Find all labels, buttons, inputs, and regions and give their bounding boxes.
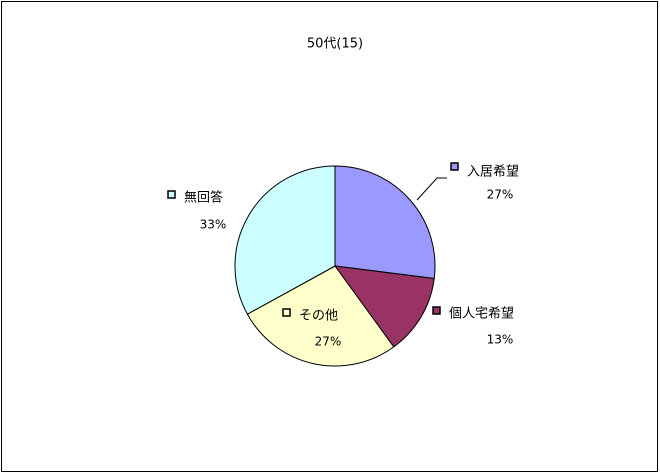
- value-label: 27%: [315, 335, 342, 349]
- legend-marker: [432, 306, 441, 315]
- legend-marker: [167, 190, 176, 199]
- pie-slice: [334, 165, 436, 280]
- legend-marker: [282, 308, 291, 317]
- legend-marker: [450, 162, 459, 171]
- value-label: 13%: [487, 333, 514, 347]
- category-label: 入居希望: [467, 164, 519, 180]
- value-label: 27%: [487, 188, 514, 202]
- pie-slice: [234, 165, 336, 315]
- category-label: 無回答: [184, 190, 223, 206]
- category-label: 個人宅希望: [449, 306, 514, 322]
- chart-title: 50代(15): [307, 37, 363, 52]
- value-label: 33%: [200, 218, 227, 232]
- category-label: その他: [299, 309, 338, 324]
- pie-slice: [246, 265, 395, 367]
- leader-line: [416, 177, 447, 201]
- pie-slice: [333, 265, 435, 348]
